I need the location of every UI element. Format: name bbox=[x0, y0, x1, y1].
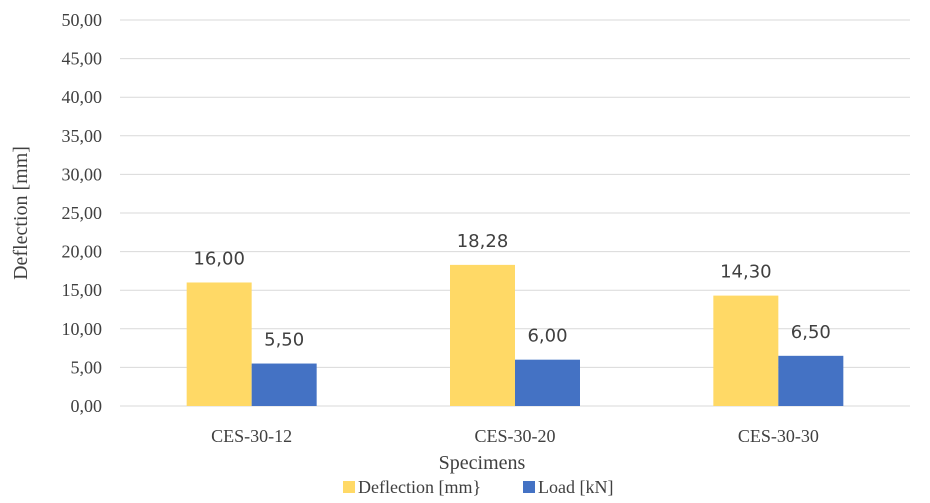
y-tick-label: 15,00 bbox=[62, 280, 103, 300]
y-tick-label: 35,00 bbox=[62, 126, 103, 146]
y-tick-label: 50,00 bbox=[62, 10, 103, 30]
x-axis-title: Specimens bbox=[439, 452, 526, 474]
data-label: 16,00 bbox=[193, 248, 245, 269]
y-tick-label: 45,00 bbox=[62, 49, 103, 69]
y-tick-label: 25,00 bbox=[62, 203, 103, 223]
y-axis-title: Deflection [mm] bbox=[10, 146, 32, 280]
data-labels: 16,00 5,50 18,28 6,00 14,30 6,50 bbox=[193, 231, 830, 351]
y-tick-label: 0,00 bbox=[71, 396, 103, 416]
legend-label: Deflection [mm} bbox=[358, 477, 481, 497]
x-tick-label: CES-30-30 bbox=[738, 426, 819, 446]
data-label: 6,50 bbox=[791, 322, 831, 343]
bar bbox=[515, 359, 580, 406]
y-tick-label: 10,00 bbox=[62, 319, 103, 339]
legend-swatch bbox=[343, 481, 355, 493]
legend-swatch bbox=[523, 481, 535, 493]
y-tick-labels: 0,00 5,00 10,00 15,00 20,00 25,00 30,00 35,00 40… bbox=[62, 10, 103, 416]
bars bbox=[186, 264, 844, 406]
x-tick-labels: CES-30-12 CES-30-20 CES-30-30 bbox=[211, 426, 819, 446]
bar bbox=[186, 282, 252, 406]
data-label: 6,00 bbox=[527, 326, 567, 347]
data-label: 14,30 bbox=[720, 262, 772, 283]
x-tick-label: CES-30-20 bbox=[475, 426, 556, 446]
y-tick-label: 30,00 bbox=[62, 164, 103, 184]
y-tick-label: 40,00 bbox=[62, 87, 103, 107]
bar bbox=[450, 264, 515, 406]
legend-label: Load [kN] bbox=[538, 477, 613, 497]
data-label: 18,28 bbox=[457, 231, 509, 252]
x-tick-label: CES-30-12 bbox=[211, 426, 292, 446]
bar bbox=[713, 295, 779, 406]
bar bbox=[778, 355, 844, 406]
bar bbox=[251, 363, 317, 406]
y-tick-label: 5,00 bbox=[71, 357, 103, 377]
data-label: 5,50 bbox=[264, 330, 304, 351]
legend: Deflection [mm} Load [kN] bbox=[343, 477, 613, 497]
y-tick-label: 20,00 bbox=[62, 242, 103, 262]
